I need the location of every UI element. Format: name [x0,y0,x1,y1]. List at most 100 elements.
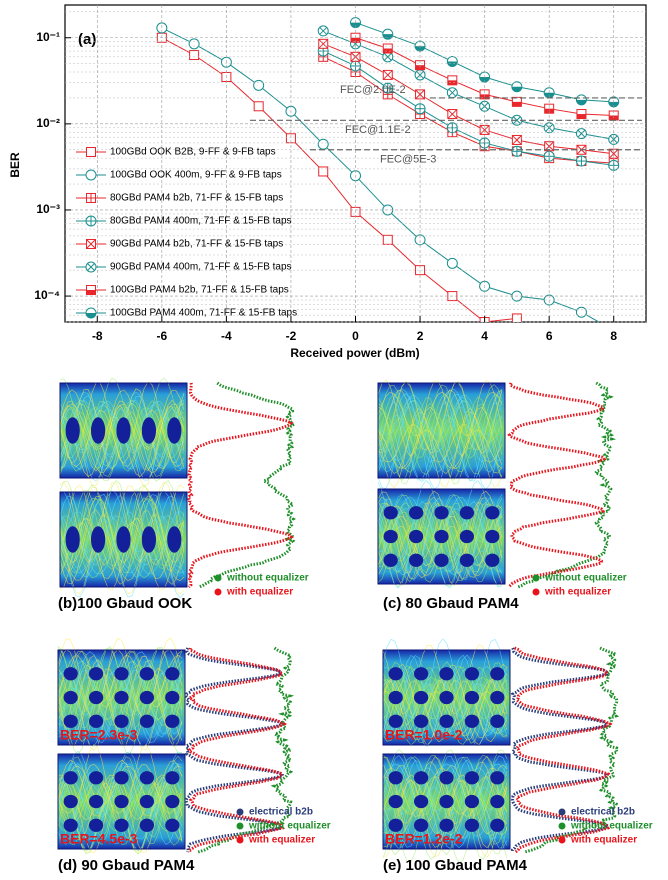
marker-detail [383,52,392,61]
marker [253,101,264,112]
eye-trace [377,393,503,463]
eye-trace [59,518,185,599]
eye-opening [413,771,429,785]
eye-opening [167,417,182,444]
marker [414,234,426,246]
eye-opening [388,794,403,809]
threshold-label: FEC@2.0E-2 [340,84,406,96]
eye-trace [57,664,183,735]
eye-trace [382,680,508,743]
x-tick-label: -6 [156,329,167,343]
eye-trace [57,672,183,716]
panel-caption: (c) 80 Gbaud PAM4 [383,595,519,612]
eye-opening [490,818,505,832]
eye-trace [382,661,508,744]
eye-opening [383,529,398,544]
panel-label: (a) [78,31,96,48]
eye-opening [485,506,500,520]
eye-trace [377,502,503,568]
eye-trace [382,665,508,732]
eye-trace [57,664,183,747]
legend-dot [532,574,540,582]
eye-trace [382,759,508,841]
eye-trace [382,770,508,845]
eye-opening [63,794,78,809]
marker-detail [383,48,393,53]
eye-trace [59,407,185,459]
eye-trace [57,659,183,741]
eye-trace [57,775,183,846]
ber-label: BER=1.0e-2 [385,727,463,743]
eye-opening [434,529,449,544]
legend-label: with equalizer [248,835,315,846]
eye-opening [459,529,475,544]
marker-detail [86,313,96,318]
eye-opening [413,690,429,705]
eye-opening [464,818,480,832]
eye-trace [377,391,503,437]
eye-opening [439,818,454,832]
eye-opening [114,690,129,705]
eye-trace [383,666,508,718]
eye-opening [88,818,104,832]
eye-opening [141,526,157,553]
eye-opening [383,553,398,567]
eye-trace [57,774,183,820]
eye-opening [139,818,155,832]
histogram [517,381,617,589]
eye-opening [439,794,454,809]
eye-opening [434,506,449,520]
eye-opening [114,714,129,728]
marker-detail [415,46,426,52]
eye-opening [139,794,155,809]
marker [446,257,458,269]
marker-detail [479,125,490,135]
eye-opening [439,690,454,705]
eye-opening [114,818,129,832]
legend-dot [236,808,244,816]
eye-opening [90,417,106,444]
eye-opening [63,771,78,785]
eye-opening [388,771,403,785]
x-tick-label: 2 [417,329,424,343]
eye-opening [167,526,182,553]
eye-border [382,649,511,746]
eye-opening [388,714,403,728]
eye-trace [59,406,185,470]
eye-opening [114,667,129,681]
eye-opening [165,771,180,785]
eye-opening [88,794,104,809]
eye-trace [382,763,508,805]
legend-dot [558,822,566,830]
marker-detail [447,61,458,67]
marker-detail [319,27,328,35]
eye-opening [116,417,131,444]
ber-label: BER=2.3e-3 [60,727,138,743]
threshold-label: FEC@5E-3 [380,154,436,166]
eye-trace [57,650,183,721]
marker-detail [511,86,522,92]
eye-opening [408,553,424,567]
eye-opening [388,690,403,705]
eye-opening [490,667,505,681]
eye-opening [63,667,78,681]
eye-opening [165,714,180,728]
legend-label: with equalizer [544,587,611,598]
eye-opening [65,526,80,553]
y-axis-title: BER [8,152,22,178]
eye-trace [382,677,508,741]
eye-trace [377,396,503,453]
legend-dot [214,574,222,582]
eye-opening [464,794,480,809]
eye-opening [459,506,475,520]
eye-trace [59,401,185,471]
eye-opening [116,526,131,553]
x-axis-title: Received power (dBm) [290,346,419,360]
eye-trace [59,399,185,446]
eye-trace [382,749,508,816]
eye-opening [88,690,104,705]
eye-trace [57,750,183,816]
marker [189,50,200,61]
legend-dot [532,588,540,596]
